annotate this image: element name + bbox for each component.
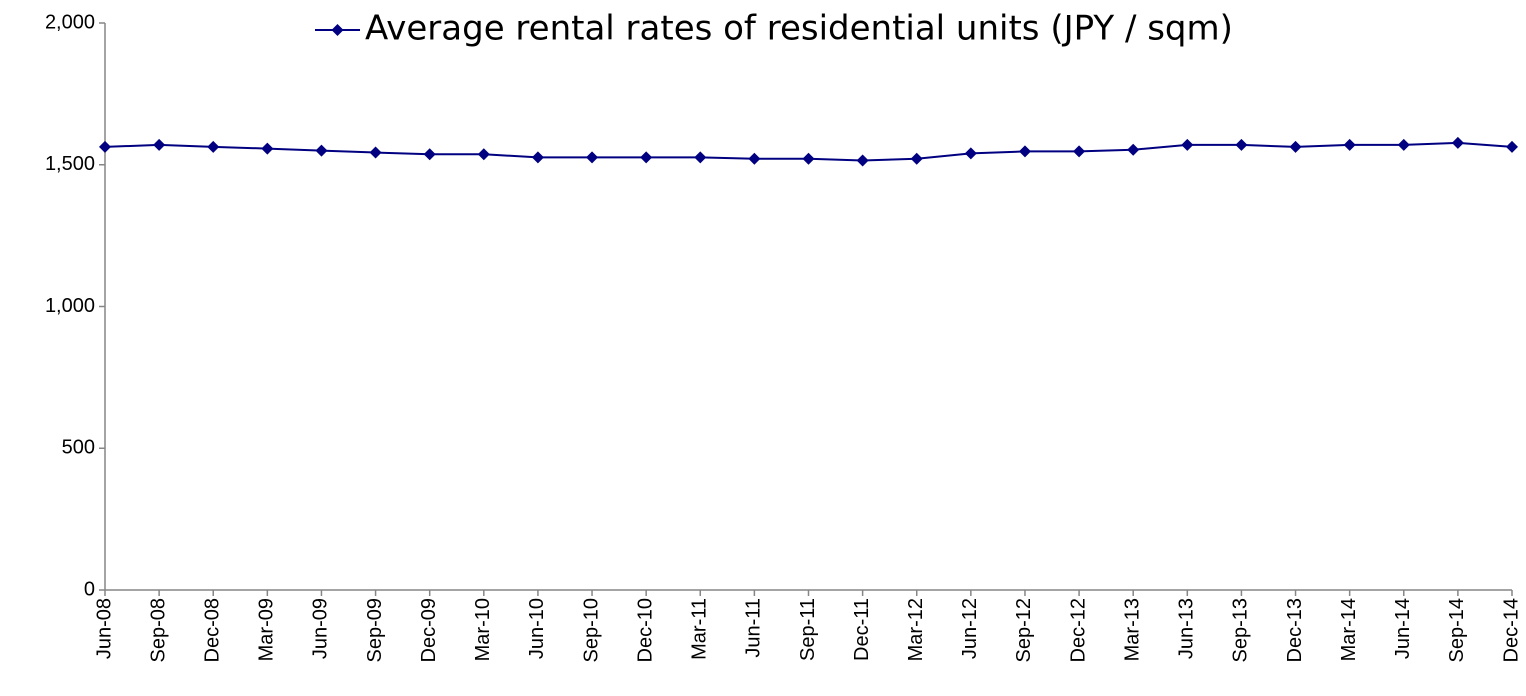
y-tick-label: 2,000 xyxy=(45,11,95,33)
data-point xyxy=(856,154,869,167)
x-tick-label: Sep-10 xyxy=(580,598,602,663)
data-point xyxy=(586,151,599,164)
data-point xyxy=(531,151,544,164)
data-point xyxy=(477,148,490,161)
x-tick-label: Dec-08 xyxy=(202,598,224,662)
data-point xyxy=(694,151,707,164)
x-tick-label: Sep-12 xyxy=(1013,598,1035,663)
x-tick-label: Sep-08 xyxy=(147,598,169,663)
x-tick-label: Jun-12 xyxy=(959,598,981,659)
x-tick-label: Jun-14 xyxy=(1392,598,1414,659)
data-point xyxy=(910,152,923,165)
data-point xyxy=(640,151,653,164)
x-tick-label: Jun-08 xyxy=(93,598,115,659)
data-point xyxy=(802,152,815,165)
y-tick-label: 1,500 xyxy=(45,153,95,175)
x-tick-label: Dec-13 xyxy=(1284,598,1306,662)
x-tick-label: Mar-10 xyxy=(472,598,494,661)
data-point xyxy=(1181,138,1194,151)
x-tick-label: Mar-09 xyxy=(256,598,278,661)
x-tick-label: Dec-10 xyxy=(634,598,656,662)
data-point xyxy=(99,140,111,153)
data-point xyxy=(153,138,166,151)
data-point xyxy=(315,144,328,157)
data-point xyxy=(1289,140,1302,153)
legend-marker xyxy=(331,24,344,36)
x-tick-label: Dec-12 xyxy=(1067,598,1089,662)
y-tick-label: 0 xyxy=(84,578,95,600)
data-point xyxy=(423,148,436,161)
x-tick-label: Jun-10 xyxy=(526,598,548,659)
data-point xyxy=(1018,145,1031,158)
x-tick-label: Jun-13 xyxy=(1176,598,1198,659)
x-tick-label: Sep-11 xyxy=(797,598,819,661)
y-tick-label: 1,000 xyxy=(45,295,95,317)
y-tick-label: 500 xyxy=(62,437,95,459)
x-tick-label: Sep-14 xyxy=(1446,598,1468,663)
data-point xyxy=(261,142,274,155)
x-tick-label: Dec-14 xyxy=(1500,598,1522,662)
data-point xyxy=(207,140,220,153)
data-point xyxy=(1397,138,1410,151)
data-point xyxy=(1506,140,1518,153)
data-point xyxy=(748,152,761,165)
data-point xyxy=(1451,136,1464,149)
legend-label: Average rental rates of residential unit… xyxy=(365,9,1233,49)
x-tick-label: Mar-14 xyxy=(1338,598,1360,661)
x-tick-label: Dec-09 xyxy=(418,598,440,662)
data-point xyxy=(1127,143,1140,156)
x-tick-label: Jun-09 xyxy=(310,598,332,659)
data-point xyxy=(1235,138,1248,151)
x-tick-label: Mar-12 xyxy=(905,598,927,661)
x-tick-label: Mar-11 xyxy=(689,598,711,660)
x-tick-label: Jun-11 xyxy=(743,598,765,658)
x-tick-label: Sep-13 xyxy=(1230,598,1252,663)
data-point xyxy=(1343,138,1356,151)
x-tick-label: Dec-11 xyxy=(851,598,873,661)
data-point xyxy=(1073,145,1086,158)
x-tick-label: Sep-09 xyxy=(364,598,386,663)
data-point xyxy=(964,147,977,160)
x-tick-label: Mar-13 xyxy=(1121,598,1143,661)
data-point xyxy=(369,146,382,159)
